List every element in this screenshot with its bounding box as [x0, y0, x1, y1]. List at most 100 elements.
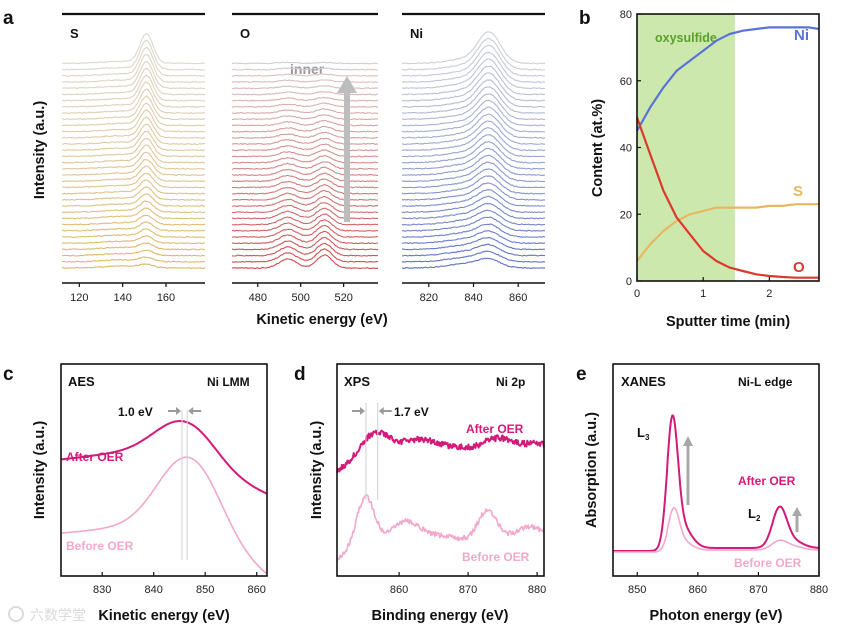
spectrum-s-33 [61, 32, 206, 65]
spectrum-s-13 [61, 172, 206, 189]
panel-c-xtick-label-860: 860 [248, 584, 266, 596]
spectrum-o-2 [232, 242, 379, 257]
spectrum-s-1 [61, 256, 206, 263]
panel-a-tick-label-520: 520 [334, 292, 352, 304]
spectrum-o-21 [231, 131, 379, 139]
spectrum-o-5 [231, 224, 379, 239]
panel-a-tick-label-820: 820 [420, 292, 438, 304]
shift-label-c: 1.0 eV [118, 405, 153, 419]
spectrum-ni-17 [401, 141, 546, 164]
spectrum-ni-20 [401, 120, 546, 145]
spectrum-s-3 [61, 242, 206, 251]
panel-e-ylabel: Absorption (a.u.) [584, 412, 600, 528]
spectrum-o-29 [231, 85, 379, 90]
spectrum-ni-8 [401, 202, 545, 220]
spectrum-s-6 [61, 221, 206, 232]
panel-c-xtick-label-830: 830 [93, 584, 111, 596]
spectrum-line-after-oer [336, 429, 545, 474]
edge-label-l3: L3 [637, 425, 650, 442]
panel-a-element-o: O [240, 26, 250, 41]
panel-d-subtitle: Ni 2p [496, 375, 525, 389]
panel-a-tick-label-140: 140 [113, 292, 131, 304]
spectrum-s-9 [61, 200, 206, 214]
panel-a-tick-label-500: 500 [292, 292, 310, 304]
series-label-o: O [793, 259, 805, 276]
watermark-text: 六数学堂 [30, 607, 86, 623]
spectrum-o-33 [231, 61, 379, 65]
shift-arrow-head-right-d [378, 407, 384, 415]
panel-e-xtick-label-850: 850 [628, 584, 646, 596]
before-oer-label-d: Before OER [462, 550, 530, 564]
watermark-logo-icon [8, 606, 24, 622]
before-oer-label-c: Before OER [66, 539, 134, 553]
spectrum-o-3 [231, 236, 378, 251]
spectrum-line-after-oer [60, 420, 268, 495]
l2-arrow-head [792, 507, 802, 516]
spectrum-o-19 [231, 143, 379, 152]
series-label-ni: Ni [794, 27, 809, 44]
panel-c-title: AES [68, 374, 95, 389]
panel-e-xlabel: Photon energy (eV) [650, 608, 783, 624]
spectrum-o-27 [231, 96, 379, 102]
spectrum-o-30 [231, 79, 379, 84]
watermark: 六数学堂 [8, 606, 86, 623]
spectrum-ni-4 [401, 230, 546, 245]
spectrum-s-28 [61, 68, 206, 96]
spectrum-ni-28 [401, 65, 546, 96]
panel-a: Intensity (a.u.) Kinetic energy (eV) inn… [32, 12, 546, 328]
panel-d-title: XPS [344, 374, 370, 389]
spectrum-s-32 [61, 40, 205, 71]
panel-e-title: XANES [621, 374, 666, 389]
spectrum-s-0 [61, 263, 206, 269]
spectrum-s-25 [61, 88, 206, 114]
spectrum-ni-25 [401, 86, 546, 114]
spectrum-s-30 [62, 54, 206, 83]
spectrum-o-13 [231, 178, 379, 189]
panel-e-xtick-label-860: 860 [689, 584, 707, 596]
spectrum-o-11 [231, 189, 379, 201]
spectrum-ni-5 [401, 223, 546, 238]
spectrum-ni-14 [401, 161, 546, 183]
panel-label-b: b [579, 8, 591, 29]
panel-a-element-s: S [70, 26, 79, 41]
spectrum-o-9 [231, 202, 379, 214]
spectrum-ni-21 [401, 113, 546, 139]
after-oer-label-e: After OER [738, 474, 796, 488]
spectrum-ni-0 [401, 257, 546, 269]
panel-c-ylabel: Intensity (a.u.) [32, 421, 48, 519]
spectrum-line-before-oer [336, 494, 545, 563]
spectrum-o-32 [231, 67, 379, 71]
spectrum-ni-1 [401, 250, 546, 263]
spectrum-s-27 [61, 74, 205, 102]
spectrum-ni-27 [401, 72, 546, 102]
spectrum-s-23 [62, 102, 206, 127]
panel-b-ylabel: Content (at.%) [590, 99, 606, 197]
panel-b-xlabel: Sputter time (min) [666, 314, 790, 330]
edge-label-l2: L2 [748, 506, 761, 523]
spectrum-o-26 [231, 102, 379, 108]
spectrum-o-7 [231, 213, 379, 226]
panel-e-xtick-label-870: 870 [749, 584, 767, 596]
panel-a-tick-label-160: 160 [157, 292, 175, 304]
spectrum-s-17 [61, 144, 206, 164]
series-line-o [635, 117, 819, 279]
spectrum-o-12 [231, 184, 379, 195]
spectrum-s-10 [61, 193, 206, 207]
spectrum-ni-13 [401, 168, 546, 189]
series-line-ni [636, 26, 820, 132]
shift-label-d: 1.7 eV [394, 405, 429, 419]
spectrum-s-12 [61, 179, 206, 195]
spectrum-s-16 [61, 151, 206, 170]
spectrum-s-2 [61, 249, 206, 257]
spectrum-ni-19 [401, 127, 546, 152]
spectrum-ni-10 [402, 188, 546, 208]
spectrum-o-4 [231, 230, 379, 245]
panel-a-tick-label-860: 860 [509, 292, 527, 304]
panel-b-ytick-label-80: 80 [620, 9, 632, 21]
spectrum-ni-24 [401, 93, 546, 121]
panel-d-xlabel: Binding energy (eV) [372, 608, 509, 624]
spectrum-line-before-oer [61, 456, 268, 575]
spectrum-o-8 [231, 207, 379, 220]
panel-b-xtick-label-1: 1 [700, 288, 706, 300]
shift-arrow-head-left-d [359, 407, 365, 415]
